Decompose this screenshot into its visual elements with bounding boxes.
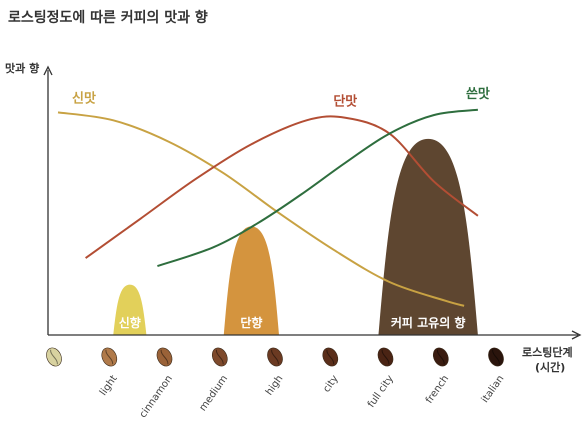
x-axis-arrow	[571, 330, 582, 340]
bean-crease-5	[326, 349, 335, 365]
series-label-2: 쓴맛	[466, 86, 490, 102]
bean-body-3	[211, 347, 228, 367]
bean-body-6	[377, 347, 394, 367]
bean-body-5	[322, 347, 339, 367]
y-axis-label: 맛과 향	[5, 61, 39, 75]
bean-7	[432, 347, 449, 367]
tick-label-4: high	[264, 373, 286, 397]
tick-label-8: italian	[480, 373, 507, 405]
aroma-areas: 신향 단향 커피 고유의 향	[113, 138, 478, 335]
bean-8	[488, 347, 504, 367]
bean-4	[267, 347, 283, 367]
aroma-area-0	[113, 284, 147, 335]
bean-6	[377, 347, 394, 367]
bean-body-1	[101, 347, 118, 367]
x-axis-label: 로스팅단계	[522, 345, 573, 359]
bean-body-8	[488, 347, 504, 367]
bean-body-2	[156, 347, 173, 367]
bean-crease-0	[50, 349, 58, 365]
x-tick-labels: light cinnamon medium high city full city fren…	[98, 373, 506, 420]
bean-1	[101, 347, 118, 367]
bean-crease-2	[160, 349, 169, 365]
roast-beans	[46, 347, 504, 367]
bean-body-7	[432, 347, 449, 367]
taste-lines: 신맛 단맛 쓴맛	[57, 86, 490, 307]
bean-crease-3	[215, 349, 224, 365]
aroma-area-2	[378, 138, 478, 335]
bean-3	[211, 347, 228, 367]
bean-0	[46, 347, 62, 367]
bean-2	[156, 347, 173, 367]
bean-5	[322, 347, 339, 367]
series-label-0: 신맛	[72, 90, 96, 106]
series-label-1: 단맛	[333, 94, 357, 110]
tick-label-1: light	[98, 373, 120, 398]
chart-title: 로스팅정도에 따른 커피의 맛과 향	[8, 9, 208, 26]
x-axis-sublabel: (시간)	[535, 360, 565, 374]
tick-label-2: cinnamon	[138, 373, 175, 420]
tick-label-3: medium	[198, 373, 231, 413]
tick-label-5: city	[321, 373, 340, 394]
tick-label-7: french	[424, 373, 451, 405]
bean-crease-4	[271, 349, 279, 365]
aroma-area-1	[223, 226, 279, 335]
bean-crease-6	[381, 349, 390, 365]
series-line-2	[157, 108, 479, 268]
bean-crease-8	[492, 349, 500, 365]
bean-body-0	[46, 347, 62, 367]
series-line-0	[57, 111, 465, 307]
bean-crease-7	[436, 349, 445, 365]
aroma-label-0: 신향	[119, 315, 141, 330]
tick-label-6: full city	[366, 373, 396, 409]
series-line-1	[85, 115, 479, 259]
y-axis-arrow	[43, 65, 53, 76]
aroma-label-2: 커피 고유의 향	[391, 315, 466, 330]
aroma-label-1: 단향	[240, 315, 262, 330]
bean-body-4	[267, 347, 283, 367]
bean-crease-1	[105, 349, 114, 365]
